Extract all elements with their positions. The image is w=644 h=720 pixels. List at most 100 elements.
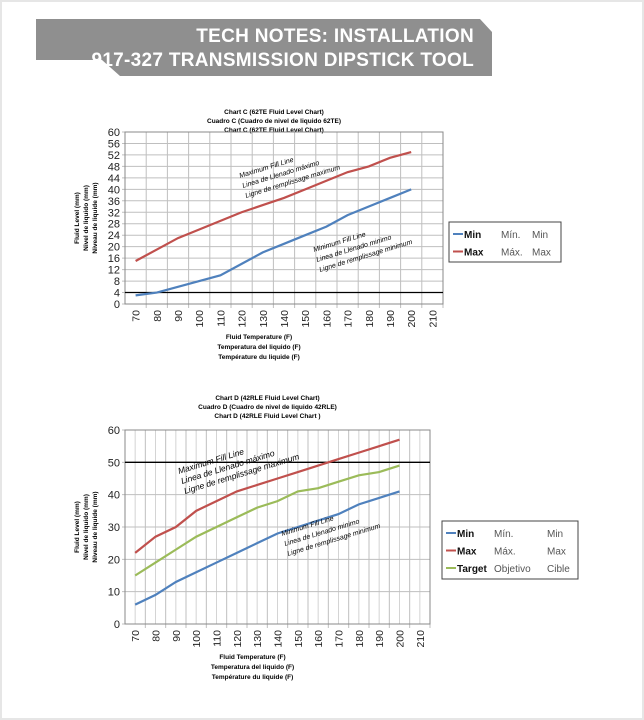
x-tick-label: 70: [130, 630, 142, 642]
chart-title: Chart C (62TE Fluid Level Chart): [224, 127, 324, 134]
y-tick-label: 20: [108, 242, 120, 254]
legend-label: Objetivo: [494, 564, 531, 575]
x-tick-label: 100: [194, 310, 206, 328]
x-tick-label: 180: [354, 630, 366, 648]
y-tick-label: 0: [114, 619, 120, 631]
chart-title: Chart D (42RLE Fluid Level Chart ): [214, 413, 320, 420]
legend-label: Target: [457, 564, 487, 575]
series-line-min: [135, 188, 412, 297]
y-tick-label: 36: [108, 196, 120, 208]
y-tick-label: 10: [108, 587, 120, 599]
x-tick-label: 110: [212, 630, 224, 647]
legend-label: Max: [464, 248, 484, 259]
y-tick-label: 60: [108, 127, 120, 139]
legend-label: Max: [457, 547, 477, 558]
header-line-2: 917-327 TRANSMISSION DIPSTICK TOOL: [91, 50, 474, 71]
x-tick-label: 170: [343, 310, 355, 328]
x-tick-label: 90: [171, 630, 183, 642]
y-tick-label: 40: [108, 184, 120, 196]
x-tick-label: 150: [293, 630, 305, 648]
header-banner: [36, 19, 492, 76]
legend-label: Mín.: [494, 529, 513, 540]
x-tick-label: 80: [151, 630, 163, 642]
legend-box: [441, 520, 579, 580]
y-tick-label: 32: [108, 207, 120, 219]
y-tick-label: 8: [114, 276, 120, 288]
x-axis-label: Fluid Temperature (F): [219, 654, 285, 661]
legend-label: Cible: [547, 564, 570, 575]
banner-shape: [36, 19, 492, 76]
x-tick-label: 200: [406, 310, 418, 328]
plot-area: [124, 131, 444, 305]
x-tick-label: 80: [152, 310, 164, 322]
legend-box: [448, 221, 562, 263]
legend-label: Mín.: [501, 230, 520, 241]
x-tick-label: 70: [131, 310, 143, 322]
y-tick-label: 48: [108, 161, 120, 173]
x-tick-label: 130: [252, 630, 264, 648]
x-axis-label: Temperatura del liquido (F): [211, 664, 294, 671]
chart-title: Cuadro C (Cuadro de nivel de liquido 62T…: [207, 118, 341, 125]
y-tick-label: 44: [108, 173, 120, 185]
y-tick-label: 50: [108, 457, 120, 469]
y-tick-label: 24: [108, 230, 120, 242]
x-tick-label: 100: [191, 630, 203, 648]
legend-label: Max: [547, 547, 566, 558]
chart-title: Chart D (42RLE Fluid Level Chart): [215, 395, 319, 402]
y-tick-label: 16: [108, 253, 120, 265]
x-tick-label: 140: [279, 310, 291, 328]
chart-1: Chart D (42RLE Fluid Level Chart) Cuadro …: [74, 395, 579, 681]
series-line-min: [134, 490, 400, 606]
x-tick-label: 210: [415, 630, 427, 648]
y-tick-label: 0: [114, 299, 120, 311]
plot-area: [124, 429, 431, 625]
y-tick-label: 12: [108, 265, 120, 277]
y-tick-label: 28: [108, 219, 120, 231]
legend-label: Máx.: [494, 547, 516, 558]
legend-label: Máx.: [501, 248, 523, 259]
x-axis-label: Température du liquide (F): [218, 354, 300, 361]
legend-label: Min: [464, 230, 481, 241]
y-axis-label: Fluid Level (mm): [74, 501, 81, 553]
x-axis-label: Température du liquide (F): [212, 674, 294, 681]
x-axis-label: Temperatura del liquido (F): [217, 344, 300, 351]
y-tick-label: 20: [108, 554, 120, 566]
x-tick-label: 110: [215, 310, 227, 327]
y-tick-label: 52: [108, 150, 120, 162]
x-tick-label: 190: [385, 310, 397, 328]
x-tick-label: 140: [273, 630, 285, 648]
x-tick-label: 150: [300, 310, 312, 328]
y-axis-label: Fluid Level (mm): [74, 192, 81, 244]
y-axis-label: Niveau de liquide (mm): [92, 491, 99, 562]
chart-title: Cuadro D (Cuadro de nivel de liquido 42R…: [198, 404, 337, 411]
legend: Min Mín. Min Max Máx. Max: [448, 221, 562, 263]
x-tick-label: 120: [232, 630, 244, 648]
series-line-max: [135, 151, 412, 262]
legend-label: Max: [532, 248, 551, 259]
x-tick-label: 90: [173, 310, 185, 322]
y-tick-label: 56: [108, 138, 120, 150]
y-axis-label: Nivel de liquido (mm): [83, 185, 90, 251]
legend-label: Min: [532, 230, 548, 241]
header-line-1: TECH NOTES: INSTALLATION: [196, 26, 474, 47]
x-tick-label: 120: [237, 310, 249, 328]
x-tick-label: 160: [321, 310, 333, 328]
x-tick-label: 130: [258, 310, 270, 328]
chart-0: Chart C (62TE Fluid Level Chart) Cuadro C…: [74, 109, 562, 361]
x-tick-label: 200: [395, 630, 407, 648]
y-tick-label: 60: [108, 425, 120, 437]
x-tick-label: 170: [334, 630, 346, 648]
legend-label: Min: [457, 529, 474, 540]
x-tick-label: 190: [374, 630, 386, 648]
chart-title: Chart C (62TE Fluid Level Chart): [224, 109, 324, 116]
y-tick-label: 4: [114, 288, 120, 300]
y-axis-label: Nivel de liquido (mm): [83, 494, 90, 560]
x-tick-label: 160: [313, 630, 325, 648]
series-line-max: [134, 438, 400, 554]
x-axis-label: Fluid Temperature (F): [226, 334, 292, 341]
y-tick-label: 30: [108, 522, 120, 534]
series-line-target: [134, 464, 400, 577]
y-axis-label: Niveau de liquide (mm): [92, 182, 99, 253]
